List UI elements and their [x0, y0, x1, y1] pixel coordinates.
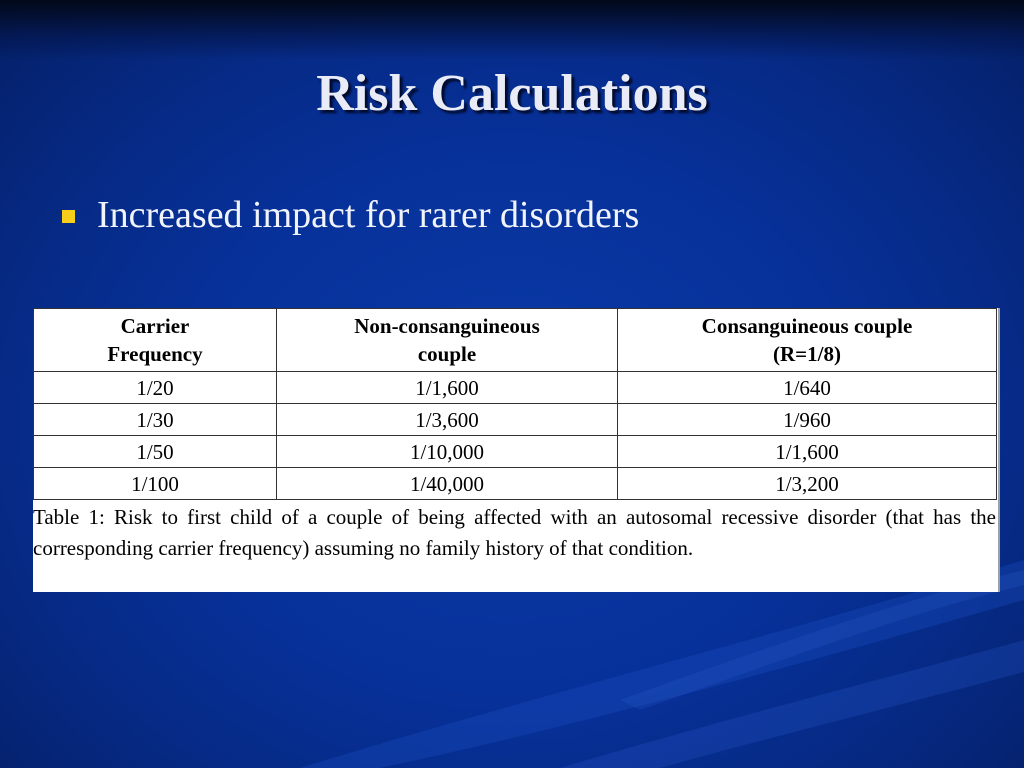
- header-line: Non-consanguineous: [354, 314, 540, 338]
- table-cell: 1/1,600: [276, 371, 618, 404]
- table-row: 1/20 1/1,600 1/640: [33, 371, 997, 404]
- table-cell: 1/100: [33, 467, 277, 500]
- header-line: Consanguineous couple: [701, 314, 913, 338]
- table-cell: 1/30: [33, 403, 277, 436]
- bullet-text: Increased impact for rarer disorders: [97, 194, 640, 236]
- table-caption: Table 1: Risk to first child of a couple…: [33, 505, 996, 560]
- table-row: 1/30 1/3,600 1/960: [33, 403, 997, 436]
- header-carrier-frequency: Carrier Frequency: [33, 308, 277, 372]
- risk-table-container: Carrier Frequency Non-consanguineous cou…: [33, 308, 1000, 592]
- table-cell: 1/50: [33, 435, 277, 468]
- table-cell: 1/20: [33, 371, 277, 404]
- table-row: 1/50 1/10,000 1/1,600: [33, 435, 997, 468]
- table-cell: 1/960: [617, 403, 997, 436]
- header-line: Carrier: [120, 314, 190, 338]
- table-cell: 1/640: [617, 371, 997, 404]
- table-cell: 1/40,000: [276, 467, 618, 500]
- bullet-item: Increased impact for rarer disorders: [62, 190, 639, 240]
- header-line: Frequency: [107, 342, 203, 366]
- risk-table: Carrier Frequency Non-consanguineous cou…: [33, 308, 997, 500]
- header-line: (R=1/8): [773, 342, 841, 366]
- top-shading: [0, 0, 1024, 60]
- table-row: 1/100 1/40,000 1/3,200: [33, 467, 997, 500]
- header-consanguineous: Consanguineous couple (R=1/8): [617, 308, 997, 372]
- square-bullet-icon: [62, 209, 75, 223]
- slide-title: Risk Calculations: [316, 65, 708, 122]
- table-cell: 1/3,200: [617, 467, 997, 500]
- header-non-consanguineous: Non-consanguineous couple: [276, 308, 618, 372]
- table-cell: 1/10,000: [276, 435, 618, 468]
- table-header-row: Carrier Frequency Non-consanguineous cou…: [33, 308, 997, 372]
- header-line: couple: [417, 342, 477, 366]
- table-cell: 1/3,600: [276, 403, 618, 436]
- table-cell: 1/1,600: [617, 435, 997, 468]
